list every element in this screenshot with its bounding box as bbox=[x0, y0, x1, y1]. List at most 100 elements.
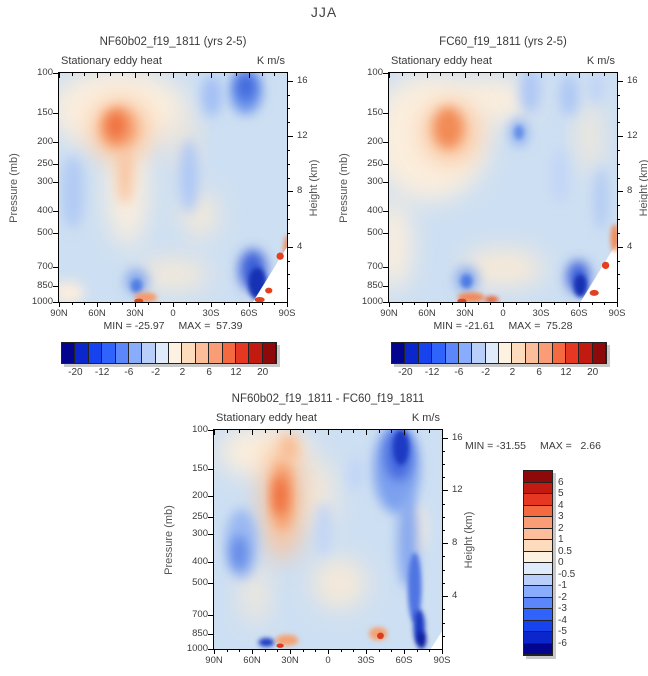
tick-mark bbox=[287, 122, 290, 124]
pressure-tick-label: 850 bbox=[37, 279, 53, 291]
tick-mark bbox=[173, 302, 174, 307]
tick-mark bbox=[208, 517, 214, 519]
colorbar-swatch bbox=[524, 620, 552, 632]
tick-mark bbox=[383, 113, 389, 115]
tick-mark bbox=[277, 430, 279, 433]
tick-mark bbox=[391, 649, 393, 652]
colorbar-tick-label: -0.5 bbox=[558, 568, 576, 580]
tick-mark bbox=[287, 80, 293, 82]
contour-blob bbox=[275, 634, 299, 646]
colorbar-swatch bbox=[222, 343, 236, 363]
tick-mark bbox=[302, 430, 304, 433]
colorbar-swatch bbox=[169, 343, 183, 363]
height-tick-label: 16 bbox=[627, 74, 638, 86]
tick-mark bbox=[287, 260, 290, 262]
colorbar-tick-label: 3 bbox=[558, 511, 564, 522]
tick-mark bbox=[579, 302, 580, 307]
contour-blob bbox=[520, 73, 541, 115]
pressure-axis-label: Pressure (mb) bbox=[163, 504, 175, 575]
height-tick-label: 12 bbox=[452, 484, 463, 496]
latitude-tick-label: 0 bbox=[170, 308, 176, 319]
contour-blob bbox=[560, 75, 579, 117]
contour-blob bbox=[241, 563, 269, 625]
tick-mark bbox=[71, 302, 73, 305]
tick-mark bbox=[287, 94, 290, 96]
colorbar-swatch bbox=[62, 343, 76, 363]
latitude-tick-label: 0 bbox=[325, 655, 331, 666]
tick-mark bbox=[389, 302, 390, 307]
tick-mark bbox=[442, 649, 443, 654]
colorbar-nf60b02: -20 -12 -6 -2 2 6 12 20 bbox=[61, 342, 277, 378]
latitude-tick-label: 90S bbox=[608, 308, 626, 319]
tick-mark bbox=[528, 302, 530, 305]
tick-mark bbox=[591, 73, 593, 76]
tick-mark bbox=[287, 177, 290, 179]
tick-mark bbox=[442, 503, 445, 505]
tick-mark bbox=[553, 302, 555, 305]
colorbar-diff: 6 5 4 3 2 1 0.5 0 -0.5 -1 -2 -3 -4 -5 -6 bbox=[523, 470, 575, 656]
tick-mark bbox=[287, 136, 293, 138]
contour-blob bbox=[201, 75, 223, 117]
tick-mark bbox=[391, 430, 393, 433]
tick-mark bbox=[185, 302, 187, 305]
colorbar-tick-label: 5 bbox=[558, 488, 564, 499]
tick-mark bbox=[566, 302, 568, 305]
tick-mark bbox=[383, 182, 389, 184]
tick-mark bbox=[442, 609, 445, 611]
tick-mark bbox=[617, 73, 618, 78]
colorbar-tick-label: 6 bbox=[558, 476, 564, 488]
contour-blob bbox=[276, 643, 284, 648]
tick-mark bbox=[287, 149, 290, 151]
panel-diff: NF60b02_f19_1811 - FC60_f19_1811 Stationa… bbox=[163, 393, 475, 666]
tick-mark bbox=[617, 108, 620, 110]
colorbar-tick-label: -5 bbox=[558, 626, 567, 637]
pressure-tick-label: 850 bbox=[192, 627, 208, 639]
tick-mark bbox=[59, 302, 60, 307]
latitude-tick-label: 30S bbox=[357, 655, 375, 666]
latitude-tick-label: 60N bbox=[88, 308, 106, 319]
colorbar-swatch bbox=[499, 343, 513, 363]
tick-mark bbox=[208, 468, 214, 470]
contour-blob bbox=[236, 73, 256, 101]
tick-mark bbox=[53, 182, 59, 184]
contour-field bbox=[59, 73, 287, 302]
tick-mark bbox=[84, 73, 86, 76]
tick-mark bbox=[579, 73, 580, 78]
tick-mark bbox=[617, 288, 620, 290]
tick-mark bbox=[277, 649, 279, 652]
pressure-axis-label: Pressure (mb) bbox=[8, 152, 20, 223]
tick-mark bbox=[617, 149, 620, 151]
latitude-tick-label: 30S bbox=[532, 308, 550, 319]
pressure-tick-label: 250 bbox=[192, 511, 208, 523]
tick-mark bbox=[383, 164, 389, 166]
tick-mark bbox=[236, 302, 238, 305]
tick-mark bbox=[287, 205, 290, 207]
tick-mark bbox=[53, 73, 59, 74]
contour-field bbox=[389, 73, 617, 302]
colorbar-swatch bbox=[524, 482, 552, 494]
panel-subtitle-row: Stationary eddy heat K m/s bbox=[61, 55, 285, 67]
colorbar-swatch bbox=[512, 343, 526, 363]
tick-mark bbox=[452, 302, 454, 305]
colorbar-tick-label: -6 bbox=[454, 367, 464, 378]
contour-blob bbox=[461, 249, 545, 286]
subtitle-text: Stationary eddy heat bbox=[216, 412, 317, 424]
tick-mark bbox=[490, 73, 492, 76]
tick-mark bbox=[617, 136, 623, 138]
colorbar-swatch bbox=[524, 586, 552, 598]
tick-mark bbox=[287, 219, 290, 221]
pressure-tick-label: 700 bbox=[192, 609, 208, 621]
subtitle-text: Stationary eddy heat bbox=[391, 55, 492, 67]
tick-mark bbox=[135, 302, 136, 307]
colorbar-swatch bbox=[525, 343, 540, 363]
contour-blob bbox=[377, 632, 384, 640]
tick-mark bbox=[591, 302, 593, 305]
tick-mark bbox=[198, 73, 200, 76]
colorbar-tick-label: 6 bbox=[206, 367, 212, 378]
tick-mark bbox=[252, 430, 253, 435]
tick-mark bbox=[566, 73, 568, 76]
contour-blob bbox=[258, 638, 275, 647]
tick-mark bbox=[617, 177, 620, 179]
colorbar-tick-label: -20 bbox=[398, 367, 413, 378]
colorbar-tick-label: -12 bbox=[424, 367, 440, 378]
